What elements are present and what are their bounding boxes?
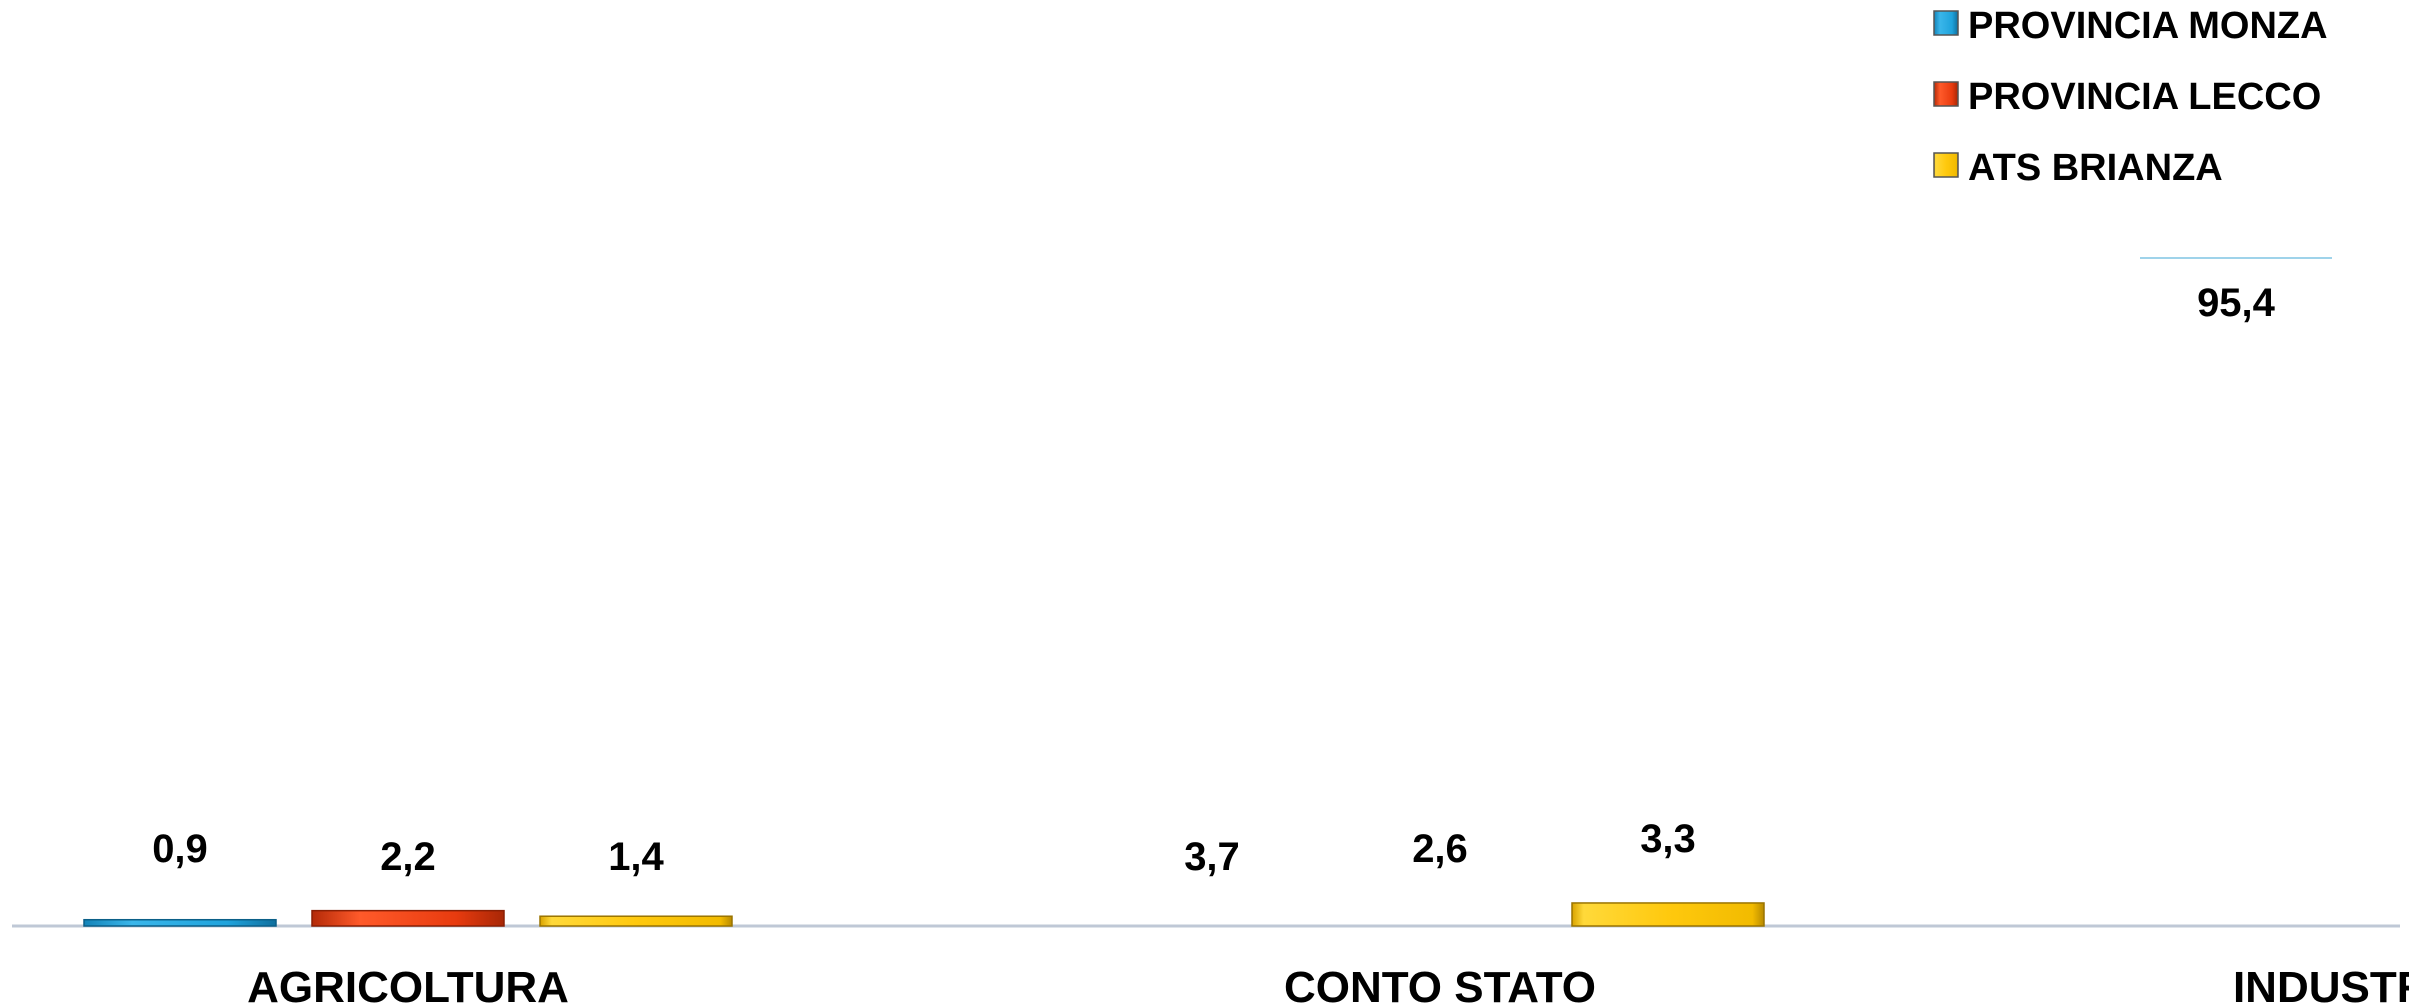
- bar: [1571, 902, 1765, 927]
- data-label: 3,3: [1640, 817, 1696, 861]
- bar: [539, 915, 733, 927]
- legend-label: PROVINCIA MONZA: [1968, 5, 2328, 47]
- data-label: 1,4: [608, 835, 664, 879]
- legend-label: PROVINCIA LECCO: [1968, 76, 2321, 118]
- bar: [83, 918, 277, 927]
- data-label: 2,6: [1412, 827, 1468, 871]
- data-label: 3,7: [1184, 835, 1240, 879]
- category-label: CONTO STATO: [1284, 963, 1596, 1004]
- bar: [311, 909, 505, 927]
- category-label: INDUSTRIA E SERVIZI: [2233, 963, 2409, 1004]
- data-label: 2,2: [380, 835, 436, 879]
- legend-swatch: [1933, 10, 1959, 36]
- data-label: 0,9: [152, 827, 208, 871]
- legend-label: ATS BRIANZA: [1968, 147, 2223, 189]
- data-label: 95,4: [2197, 281, 2276, 325]
- legend-swatch: [1933, 81, 1959, 107]
- category-label: AGRICOLTURA: [247, 963, 569, 1004]
- legend-swatch: [1933, 152, 1959, 178]
